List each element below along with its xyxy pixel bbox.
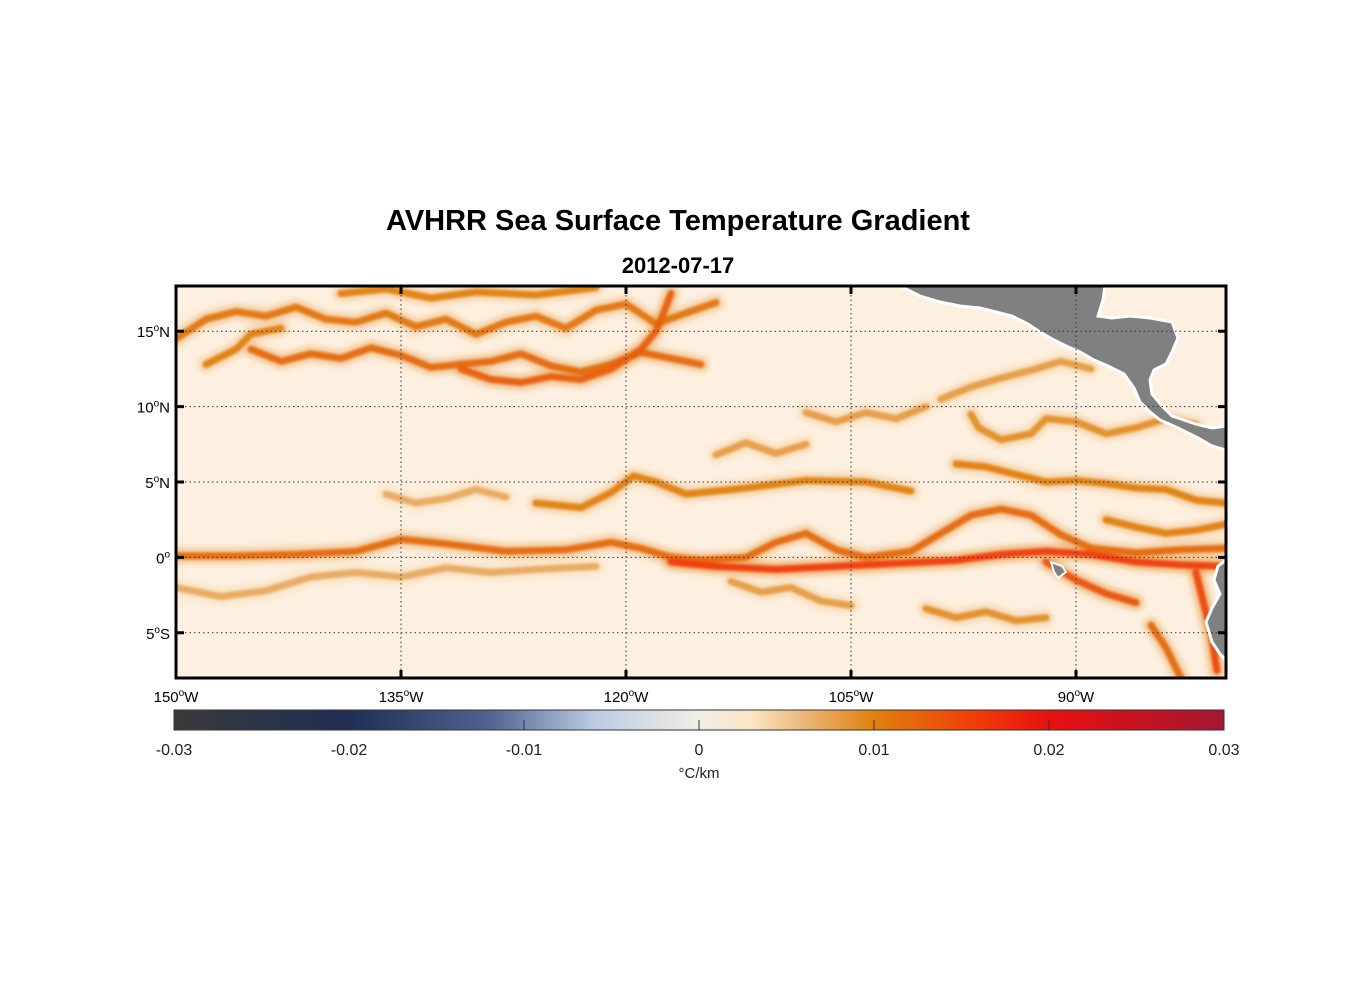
front-17n-top bbox=[337, 286, 600, 302]
equatorial-front-main bbox=[176, 505, 1226, 564]
colorbar-tick-label: -0.01 bbox=[506, 742, 543, 759]
central-america-land bbox=[899, 286, 1226, 452]
lon-tick-label: 135oW bbox=[379, 688, 425, 706]
north-equatorial-front bbox=[532, 472, 915, 512]
front-eq-east-north bbox=[1102, 516, 1226, 537]
front-8n-east bbox=[967, 410, 1200, 444]
colorbar-tick-label: -0.03 bbox=[156, 742, 193, 759]
colorbar: -0.03 -0.02 -0.01 0 0.01 0.02 0.03 °C/km bbox=[156, 709, 1240, 782]
front-4s-east bbox=[922, 605, 1050, 625]
lat-tick-label: 5oS bbox=[146, 625, 170, 643]
lon-tick-label: 120oW bbox=[604, 688, 650, 706]
colorbar-tick-label: 0.02 bbox=[1033, 742, 1064, 759]
galapagos-island bbox=[1049, 560, 1068, 580]
front-3n-west bbox=[382, 486, 510, 507]
colorbar-ticks: -0.03 -0.02 -0.01 0 0.01 0.02 0.03 bbox=[156, 720, 1240, 759]
cold-tongue-filament-3 bbox=[1147, 621, 1185, 678]
map-title: AVHRR Sea Surface Temperature Gradient bbox=[386, 205, 970, 237]
lat-tick-label: 5oN bbox=[145, 474, 170, 492]
longitude-ticks: 150oW 135oW 120oW 105oW 90oW bbox=[154, 286, 1095, 706]
south-america-land bbox=[1204, 558, 1226, 663]
colorbar-tick-label: 0.03 bbox=[1208, 742, 1239, 759]
map-subtitle: 2012-07-17 bbox=[621, 253, 735, 278]
colorbar-tick-label: 0 bbox=[695, 742, 704, 759]
front-south-3s bbox=[176, 562, 600, 601]
lon-tick-label: 150oW bbox=[154, 688, 200, 706]
land-mask bbox=[899, 286, 1226, 663]
front-6n-mid bbox=[712, 439, 810, 459]
lon-tick-label: 90oW bbox=[1058, 688, 1095, 706]
front-11n-east bbox=[937, 357, 1095, 403]
lat-tick-label: 15oN bbox=[137, 323, 170, 341]
lat-tick-label: 0o bbox=[156, 549, 170, 567]
lat-tick-label: 10oN bbox=[137, 399, 170, 417]
front-12n-2 bbox=[457, 290, 675, 386]
lon-tick-label: 105oW bbox=[829, 688, 875, 706]
colorbar-tick-label: -0.02 bbox=[331, 742, 368, 759]
map-plot-area bbox=[176, 286, 1226, 678]
colorbar-tick-label: 0.01 bbox=[858, 742, 889, 759]
colorbar-units-label: °C/km bbox=[679, 765, 720, 782]
front-2s-mid bbox=[727, 578, 855, 610]
front-9n-mid bbox=[802, 403, 930, 426]
